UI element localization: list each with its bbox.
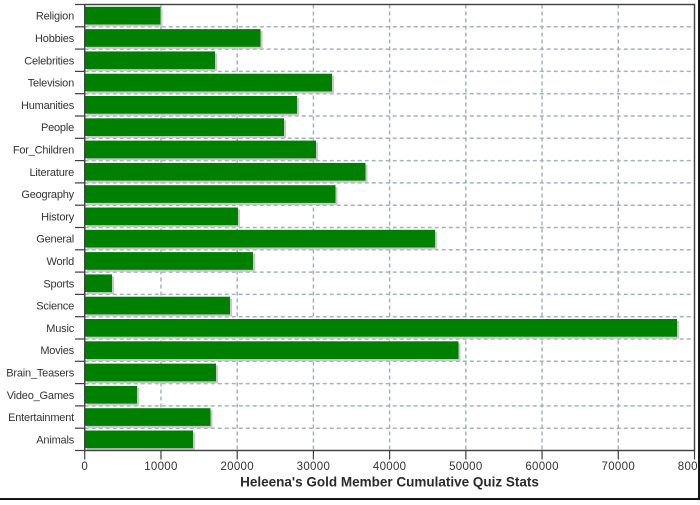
svg-text:Television: Television <box>28 78 74 90</box>
svg-text:For_Children: For_Children <box>13 144 74 156</box>
svg-text:Sports: Sports <box>43 278 74 290</box>
svg-text:70000: 70000 <box>602 461 635 473</box>
svg-text:People: People <box>41 122 74 134</box>
svg-text:Geography: Geography <box>21 189 74 201</box>
svg-text:Music: Music <box>46 323 74 335</box>
svg-text:Celebrities: Celebrities <box>24 55 74 67</box>
svg-text:Animals: Animals <box>36 434 74 446</box>
svg-text:Brain_Teasers: Brain_Teasers <box>6 367 74 379</box>
svg-text:Heleena's Gold Member Cumulati: Heleena's Gold Member Cumulative Quiz St… <box>240 475 539 490</box>
svg-text:40000: 40000 <box>373 461 406 473</box>
svg-text:20000: 20000 <box>220 461 253 473</box>
svg-text:World: World <box>46 256 74 268</box>
svg-text:Movies: Movies <box>40 345 74 357</box>
svg-text:0: 0 <box>81 461 88 473</box>
svg-text:60000: 60000 <box>525 461 558 473</box>
svg-text:History: History <box>41 211 75 223</box>
svg-text:10000: 10000 <box>144 461 177 473</box>
svg-text:Entertainment: Entertainment <box>8 412 74 424</box>
svg-text:50000: 50000 <box>449 461 482 473</box>
svg-text:Humanities: Humanities <box>21 100 75 112</box>
svg-text:30000: 30000 <box>297 461 330 473</box>
svg-text:Hobbies: Hobbies <box>35 33 75 45</box>
svg-text:General: General <box>36 234 74 246</box>
svg-text:Video_Games: Video_Games <box>7 390 75 402</box>
svg-text:Science: Science <box>36 301 74 313</box>
svg-text:Literature: Literature <box>30 167 75 179</box>
svg-text:80000: 80000 <box>678 461 700 473</box>
svg-text:Religion: Religion <box>36 11 74 23</box>
